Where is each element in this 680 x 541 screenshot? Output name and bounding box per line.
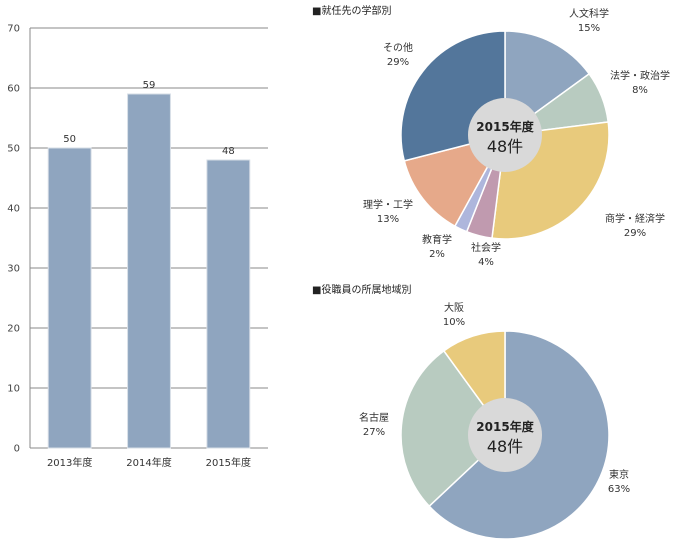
bar-value-label: 48 [222, 146, 235, 157]
slice-percent: 13% [377, 214, 399, 225]
bar [127, 93, 171, 449]
pie-center-disc [468, 398, 542, 472]
bar-value-label: 59 [143, 80, 156, 91]
pie-center-count: 48件 [487, 437, 523, 456]
slice-percent: 10% [443, 317, 465, 328]
slice-label: 社会学 [471, 241, 501, 254]
y-tick-label: 20 [7, 324, 20, 335]
slice-label: 教育学 [422, 233, 452, 246]
y-tick-label: 60 [7, 84, 20, 95]
slice-percent: 27% [363, 427, 385, 438]
slice-percent: 29% [624, 228, 646, 239]
slice-percent: 15% [578, 23, 600, 34]
slice-label: 法学・政治学 [610, 69, 670, 82]
bar-chart: 0 10 20 30 40 50 60 70 50 2013年度 59 2014年度 48 2015年度 [7, 24, 268, 469]
slice-label: 名古屋 [359, 411, 389, 424]
slice-percent: 4% [478, 257, 494, 268]
bar [47, 147, 92, 449]
slice-label: 理学・工学 [363, 198, 413, 211]
y-tick-label: 30 [7, 264, 20, 275]
pie-center-title: 2015年度 [476, 419, 534, 434]
pie-center-count: 48件 [487, 137, 523, 156]
slice-label: 人文科学 [569, 7, 609, 20]
slice-percent: 63% [608, 484, 630, 495]
pie-slice [400, 349, 506, 508]
x-tick-label: 2014年度 [126, 456, 171, 469]
pie-title: ■就任先の学部別 [312, 4, 391, 17]
y-tick-label: 10 [7, 384, 20, 395]
slice-label: 東京 [609, 468, 629, 481]
slice-label: 商学・経済学 [605, 212, 665, 225]
y-tick-label: 50 [7, 144, 20, 155]
pie-chart-faculty: ■就任先の学部別 2015年度 48件 人文科学 15% 法学・政治学 8% 商学・経済学 29… [312, 4, 670, 268]
y-tick-label: 70 [7, 24, 20, 35]
pie-center-title: 2015年度 [476, 119, 534, 134]
pie-title: ■役職員の所属地域別 [312, 283, 411, 296]
bar [206, 159, 251, 449]
slice-label: 大阪 [444, 301, 464, 314]
x-tick-label: 2015年度 [206, 456, 251, 469]
y-tick-label: 0 [14, 444, 20, 455]
pie-center-disc [468, 98, 542, 172]
slice-label: その他 [383, 41, 413, 54]
slice-percent: 29% [387, 57, 409, 68]
slice-percent: 2% [429, 249, 445, 260]
y-tick-label: 40 [7, 204, 20, 215]
x-tick-label: 2013年度 [47, 456, 92, 469]
slice-percent: 8% [632, 85, 648, 96]
bar-value-label: 50 [63, 134, 76, 145]
